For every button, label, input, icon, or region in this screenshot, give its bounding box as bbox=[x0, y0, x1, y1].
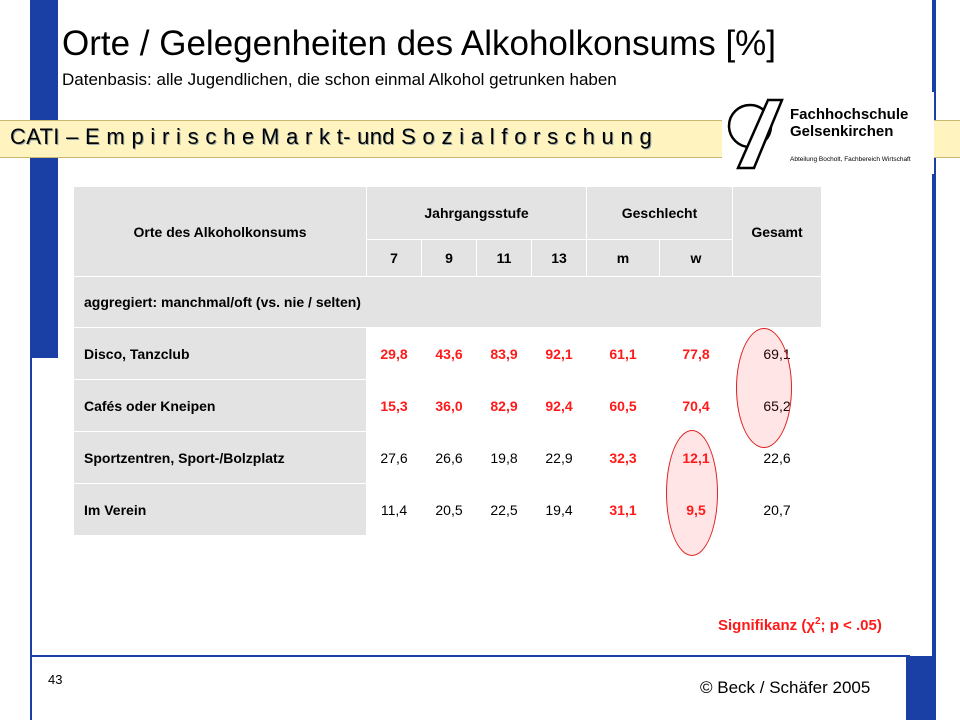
header-orte: Orte des Alkoholkonsums bbox=[73, 186, 367, 277]
highlight-ellipse-w-column bbox=[736, 328, 792, 448]
logo-subline: Abteilung Bocholt, Fachbereich Wirtschaf… bbox=[790, 156, 911, 163]
logo-name: Fachhochschule Gelsenkirchen bbox=[790, 106, 908, 140]
table-section-row: aggregiert: manchmal/oft (vs. nie / selt… bbox=[73, 276, 822, 328]
table-header-row-1: Orte des Alkoholkonsums Jahrgangsstufe G… bbox=[73, 186, 822, 277]
table-row: Im Verein 11,4 20,5 22,5 19,4 31,1 9,5 2… bbox=[73, 483, 822, 536]
subcol-header: 9 bbox=[421, 239, 477, 277]
header-band-text: CATI – E m p i r i s c h e M a r k t- un… bbox=[10, 124, 652, 149]
row-label: Cafés oder Kneipen bbox=[73, 379, 367, 432]
frame-bar-right bbox=[932, 0, 936, 720]
subcol-header: 11 bbox=[476, 239, 532, 277]
logo-line-1: Fachhochschule bbox=[790, 106, 909, 123]
significance-prefix: Signifikanz ( bbox=[718, 617, 807, 634]
slide-subtitle: Datenbasis: alle Jugendlichen, die schon… bbox=[62, 70, 617, 89]
cell-value: 82,9 bbox=[476, 379, 532, 432]
frame-line-left bbox=[30, 0, 32, 720]
row-label: Disco, Tanzclub bbox=[73, 327, 367, 380]
frame-line-bottom bbox=[30, 655, 910, 657]
chi-exponent: 2 bbox=[814, 616, 821, 627]
cell-value: 92,1 bbox=[531, 327, 587, 380]
subcol-header: w bbox=[659, 239, 733, 277]
cell-value: 31,1 bbox=[586, 483, 660, 536]
cell-value: 36,0 bbox=[421, 379, 477, 432]
section-label: aggregiert: manchmal/oft (vs. nie / selt… bbox=[73, 276, 822, 328]
cell-value: 83,9 bbox=[476, 327, 532, 380]
table-header-row-2: 7 9 11 13 m w bbox=[74, 239, 822, 277]
cell-value: 26,6 bbox=[421, 431, 477, 484]
header-gesamt: Gesamt bbox=[732, 186, 822, 277]
cell-value: 11,4 bbox=[366, 483, 422, 536]
chi-symbol: χ bbox=[806, 617, 815, 634]
cell-value: 20,5 bbox=[421, 483, 477, 536]
results-table: Orte des Alkoholkonsums Jahrgangsstufe G… bbox=[73, 186, 822, 536]
frame-block-bottom-right bbox=[906, 656, 936, 720]
cell-value: 61,1 bbox=[586, 327, 660, 380]
cell-value: 32,3 bbox=[586, 431, 660, 484]
page-number: 43 bbox=[48, 672, 63, 687]
slide-title: Orte / Gelegenheiten des Alkoholkonsums … bbox=[62, 24, 777, 63]
subcol-header: 7 bbox=[366, 239, 422, 277]
cell-value: 19,8 bbox=[476, 431, 532, 484]
row-label: Sportzentren, Sport-/Bolzplatz bbox=[73, 431, 367, 484]
highlight-ellipse-m-column bbox=[666, 430, 718, 556]
frame-bar-left bbox=[30, 0, 58, 358]
cell-value: 15,3 bbox=[366, 379, 422, 432]
logo-line-2: Gelsenkirchen bbox=[790, 123, 894, 140]
subcol-header: m bbox=[586, 239, 660, 277]
significance-suffix: ; p < .05) bbox=[820, 617, 882, 634]
cell-value: 60,5 bbox=[586, 379, 660, 432]
cell-value: 43,6 bbox=[421, 327, 477, 380]
subcol-header: 13 bbox=[531, 239, 587, 277]
cell-value: 70,4 bbox=[659, 379, 733, 432]
cell-value: 22,9 bbox=[531, 431, 587, 484]
cell-value: 27,6 bbox=[366, 431, 422, 484]
table-row: Disco, Tanzclub 29,8 43,6 83,9 92,1 61,1… bbox=[73, 327, 822, 380]
significance-note: Signifikanz (χ2; p < .05) bbox=[718, 616, 882, 634]
cell-value: 92,4 bbox=[531, 379, 587, 432]
copyright-text: © Beck / Schäfer 2005 bbox=[700, 678, 871, 697]
cell-value: 77,8 bbox=[659, 327, 733, 380]
cell-value: 19,4 bbox=[531, 483, 587, 536]
row-label: Im Verein bbox=[73, 483, 367, 536]
header-jahrgangsstufe: Jahrgangsstufe bbox=[366, 186, 587, 240]
cell-total: 20,7 bbox=[732, 483, 822, 536]
cell-value: 29,8 bbox=[366, 327, 422, 380]
table-row: Cafés oder Kneipen 15,3 36,0 82,9 92,4 6… bbox=[73, 379, 822, 432]
cell-value: 22,5 bbox=[476, 483, 532, 536]
header-geschlecht: Geschlecht bbox=[586, 186, 733, 240]
logo-mark-icon bbox=[727, 98, 784, 170]
university-logo: Fachhochschule Gelsenkirchen Abteilung B… bbox=[722, 92, 934, 174]
